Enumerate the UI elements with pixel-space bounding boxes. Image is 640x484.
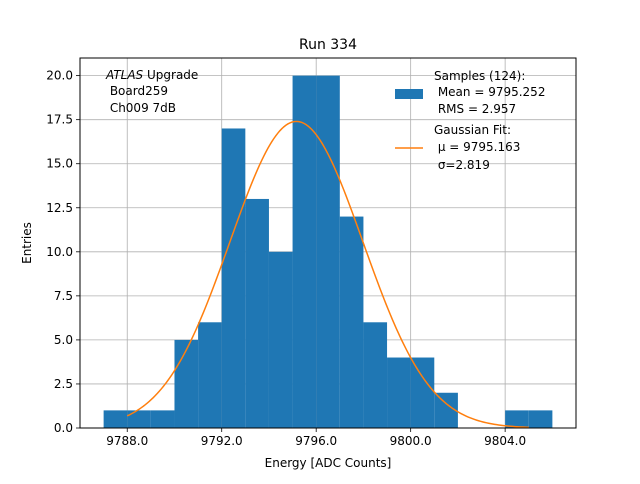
legend-fit-line-3: σ=2.819 [434, 158, 490, 172]
x-tick-label: 9788.0 [106, 434, 148, 448]
annotation-line-2: Board259 [106, 84, 168, 98]
legend-hist-line-2: Mean = 9795.252 [434, 85, 545, 99]
legend-fit-line-1: Gaussian Fit: [434, 123, 511, 137]
histogram-bar [528, 410, 553, 428]
histogram-bar [103, 410, 128, 428]
plot-frame [79, 57, 577, 429]
x-tick-label: 9800.0 [390, 434, 432, 448]
histogram-bar [339, 216, 364, 428]
histogram-bar [174, 339, 199, 428]
x-axis-label: Energy [ADC Counts] [265, 456, 392, 470]
chart-title: Run 334 [299, 37, 357, 53]
histogram-bar [221, 128, 246, 428]
x-axis-ticks: 9788.0 9792.0 9796.0 9800.0 9804.0 [106, 428, 526, 448]
histogram-bar [150, 410, 175, 428]
legend-hist-swatch [395, 89, 423, 99]
y-tick-label: 15.0 [46, 157, 73, 171]
histogram-bar [316, 75, 340, 428]
histogram-bar [292, 75, 317, 428]
histogram-bar [198, 322, 222, 428]
atlas-annotation: ATLAS Upgrade Board259 Ch009 7dB [105, 68, 198, 115]
histogram-bar [387, 357, 411, 428]
histogram-bar [363, 322, 388, 428]
x-tick-label: 9792.0 [201, 434, 243, 448]
legend-hist-line-3: RMS = 2.957 [434, 102, 516, 116]
y-axis-ticks: 0.0 2.5 5.0 7.5 10.0 12.5 15.0 17.5 20.0 [46, 69, 80, 435]
histogram-bar [127, 410, 151, 428]
histogram-bar [245, 198, 269, 428]
y-tick-label: 20.0 [46, 69, 73, 83]
y-tick-label: 12.5 [46, 201, 73, 215]
y-tick-label: 17.5 [46, 113, 73, 127]
histogram-bar [434, 392, 458, 428]
y-tick-label: 2.5 [54, 377, 73, 391]
y-axis-label: Entries [20, 222, 34, 264]
gaussian-fit-line [126, 120, 529, 429]
legend-fit-line-2: μ = 9795.163 [434, 140, 520, 154]
annotation-atlas: ATLAS [105, 68, 144, 82]
histogram-bar [505, 410, 529, 428]
annotation-line-1: ATLAS Upgrade [105, 68, 198, 82]
y-tick-label: 0.0 [54, 421, 73, 435]
histogram-bars [103, 75, 553, 428]
y-tick-label: 10.0 [46, 245, 73, 259]
histogram-bar [410, 357, 435, 428]
legend: Samples (124): Mean = 9795.252 RMS = 2.9… [395, 69, 545, 172]
annotation-upgrade: Upgrade [143, 68, 198, 82]
x-tick-label: 9804.0 [484, 434, 526, 448]
y-tick-label: 7.5 [54, 289, 73, 303]
annotation-line-3: Ch009 7dB [106, 101, 176, 115]
y-tick-label: 5.0 [54, 333, 73, 347]
histogram-bar [268, 251, 293, 428]
x-tick-label: 9796.0 [295, 434, 337, 448]
legend-hist-line-1: Samples (124): [434, 69, 525, 83]
